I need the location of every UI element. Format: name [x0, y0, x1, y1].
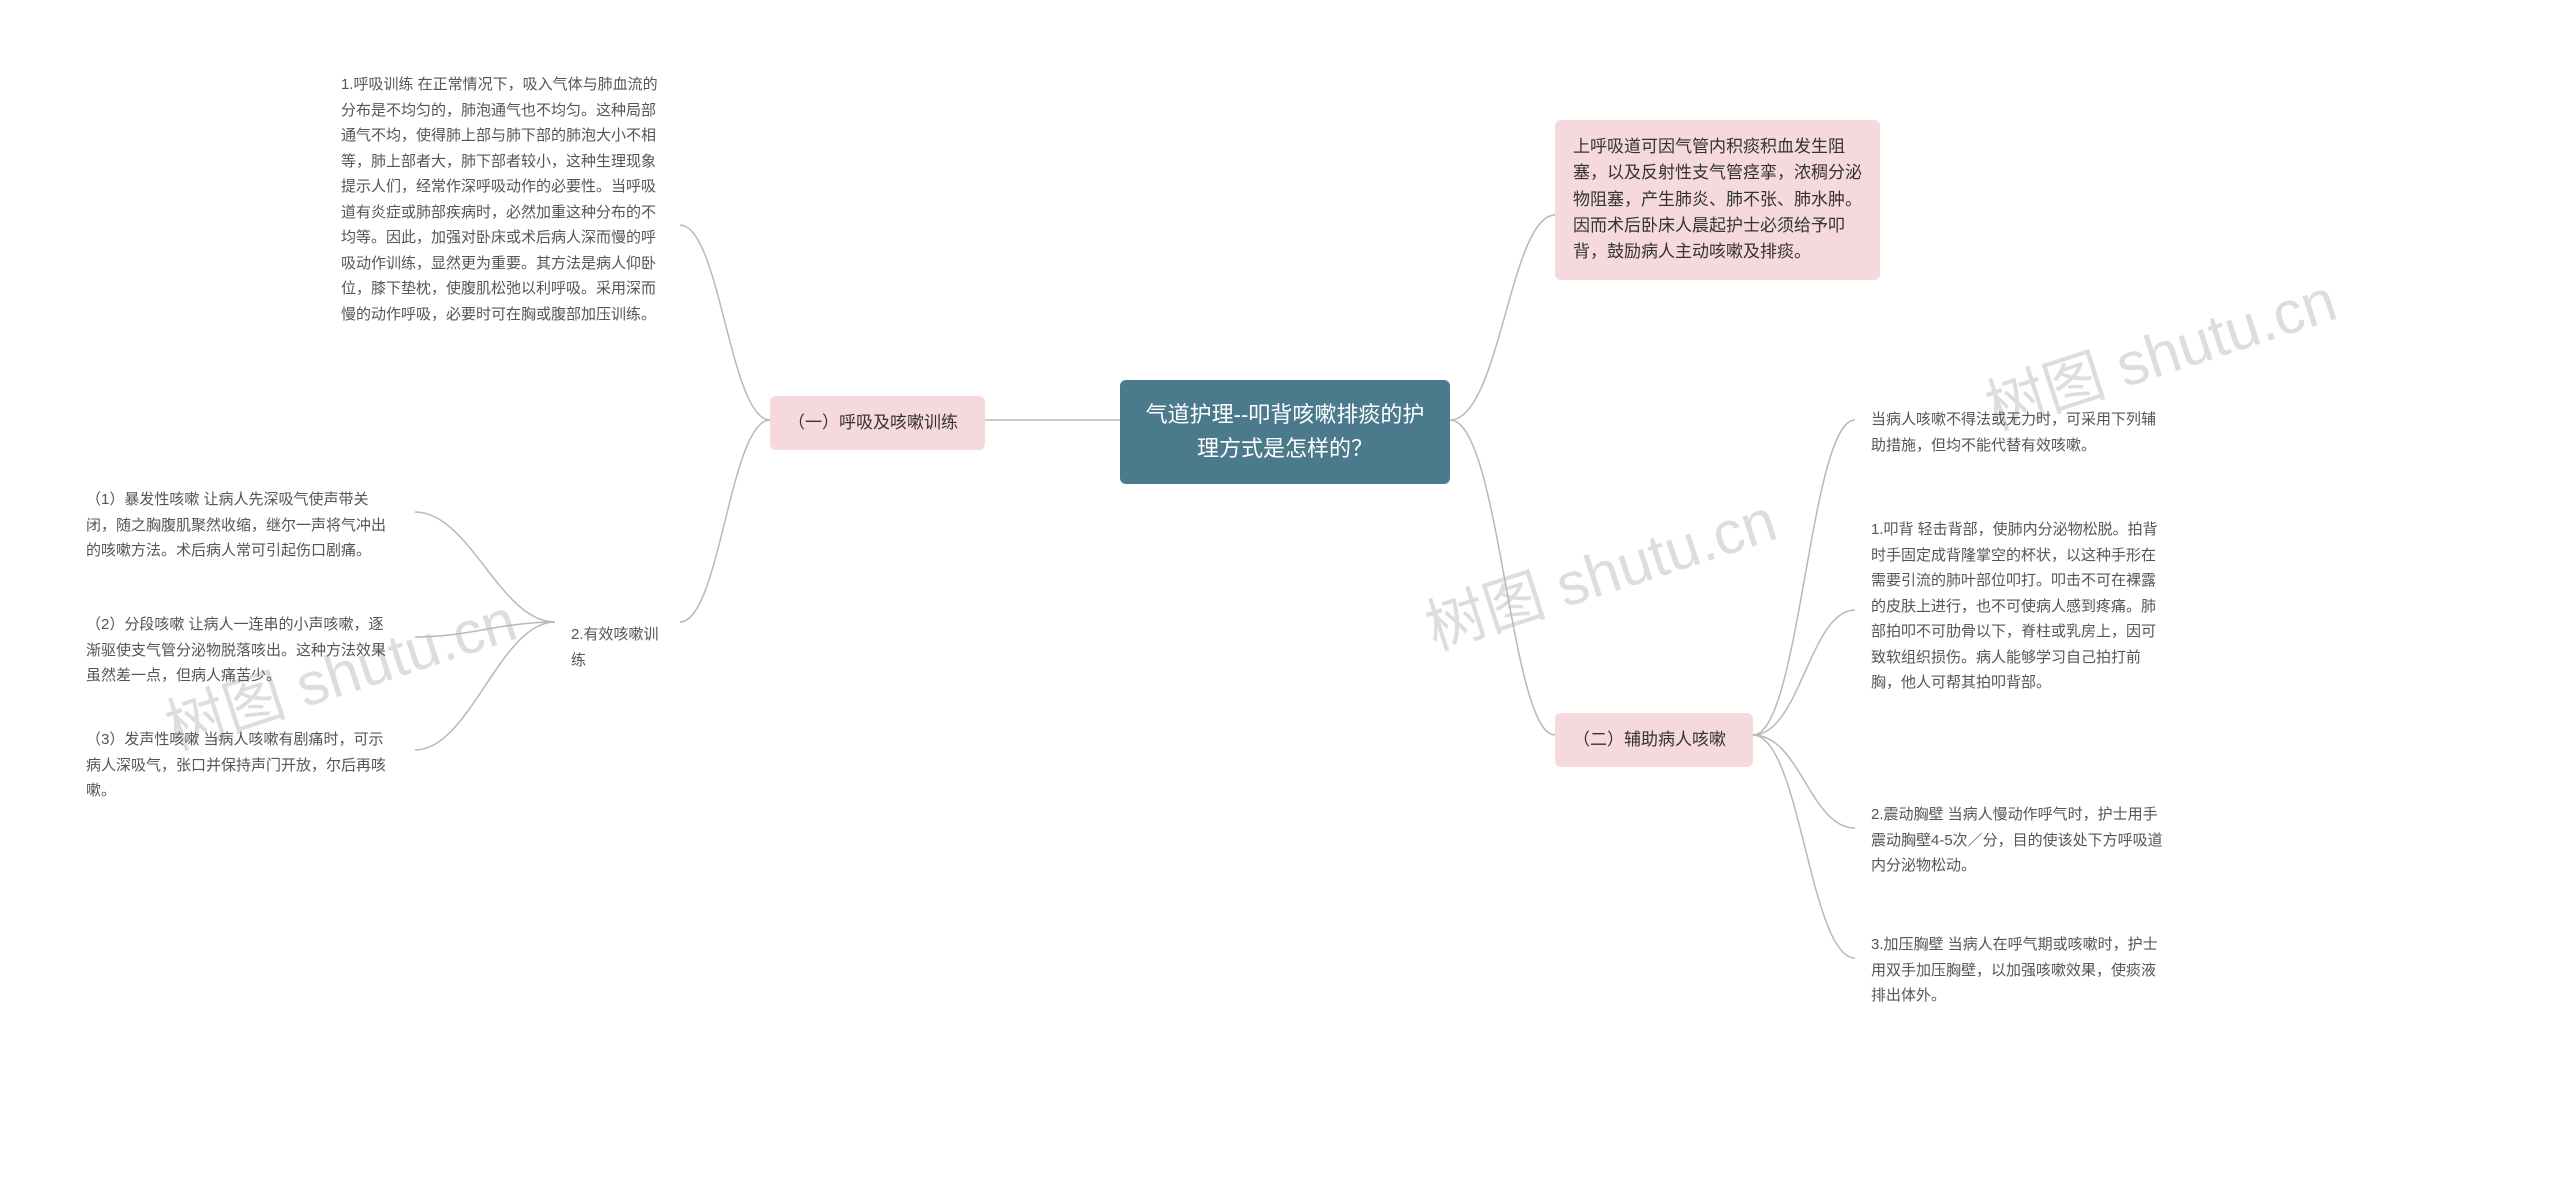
left-grandchild-vocal-cough[interactable]: （3）发声性咳嗽 当病人咳嗽有剧痛时，可示病人深吸气，张口并保持声门开放，尔后再… [70, 715, 410, 816]
root-text: 气道护理--叩背咳嗽排痰的护理方式是怎样的？ [1146, 402, 1425, 461]
right-branch-2[interactable]: （二）辅助病人咳嗽 [1555, 713, 1753, 767]
left-child-effective-cough[interactable]: 2.有效咳嗽训练 [555, 610, 680, 685]
left-grandchild-explosive-cough[interactable]: （1）暴发性咳嗽 让病人先深吸气使声带关闭，随之胸腹肌聚然收缩，继尔一声将气冲出… [70, 475, 410, 576]
right-child-chest-compression[interactable]: 3.加压胸壁 当病人在呼气期或咳嗽时，护士用双手加压胸壁，以加强咳嗽效果，使痰液… [1855, 920, 2185, 1021]
left-grandchild-staged-cough[interactable]: （2）分段咳嗽 让病人一连串的小声咳嗽，逐渐驱使支气管分泌物脱落咳出。这种方法效… [70, 600, 410, 701]
right-branch-intro[interactable]: 上呼吸道可因气管内积痰积血发生阻塞，以及反射性支气管痉挛，浓稠分泌物阻塞，产生肺… [1555, 120, 1880, 280]
right-child-back-tap[interactable]: 1.叩背 轻击背部，使肺内分泌物松脱。拍背时手固定成背隆掌空的杯状，以这种手形在… [1855, 505, 2185, 708]
right-child-chest-vibration[interactable]: 2.震动胸壁 当病人慢动作呼气时，护士用手震动胸壁4-5次／分，目的使该处下方呼… [1855, 790, 2185, 891]
root-node[interactable]: 气道护理--叩背咳嗽排痰的护理方式是怎样的？ [1120, 380, 1450, 484]
branch-text: 上呼吸道可因气管内积痰积血发生阻塞，以及反射性支气管痉挛，浓稠分泌物阻塞，产生肺… [1573, 137, 1862, 261]
leaf-text: （2）分段咳嗽 让病人一连串的小声咳嗽，逐渐驱使支气管分泌物脱落咳出。这种方法效… [86, 616, 386, 684]
branch-text: （一）呼吸及咳嗽训练 [788, 413, 958, 432]
leaf-text: 当病人咳嗽不得法或无力时，可采用下列辅助措施，但均不能代替有效咳嗽。 [1871, 411, 2156, 454]
leaf-text: （3）发声性咳嗽 当病人咳嗽有剧痛时，可示病人深吸气，张口并保持声门开放，尔后再… [86, 731, 386, 799]
leaf-text: 1.呼吸训练 在正常情况下，吸入气体与肺血流的分布是不均匀的，肺泡通气也不均匀。… [341, 76, 658, 323]
right-child-intro[interactable]: 当病人咳嗽不得法或无力时，可采用下列辅助措施，但均不能代替有效咳嗽。 [1855, 395, 2185, 470]
leaf-text: （1）暴发性咳嗽 让病人先深吸气使声带关闭，随之胸腹肌聚然收缩，继尔一声将气冲出… [86, 491, 386, 559]
leaf-text: 1.叩背 轻击背部，使肺内分泌物松脱。拍背时手固定成背隆掌空的杯状，以这种手形在… [1871, 521, 2158, 691]
watermark: 树图 shutu.cn [1413, 472, 1786, 667]
left-child-breathing-training[interactable]: 1.呼吸训练 在正常情况下，吸入气体与肺血流的分布是不均匀的，肺泡通气也不均匀。… [325, 60, 675, 339]
leaf-text: 2.有效咳嗽训练 [571, 626, 659, 669]
left-branch-1[interactable]: （一）呼吸及咳嗽训练 [770, 396, 985, 450]
leaf-text: 2.震动胸壁 当病人慢动作呼气时，护士用手震动胸壁4-5次／分，目的使该处下方呼… [1871, 806, 2163, 874]
branch-text: （二）辅助病人咳嗽 [1573, 730, 1726, 749]
leaf-text: 3.加压胸壁 当病人在呼气期或咳嗽时，护士用双手加压胸壁，以加强咳嗽效果，使痰液… [1871, 936, 2158, 1004]
